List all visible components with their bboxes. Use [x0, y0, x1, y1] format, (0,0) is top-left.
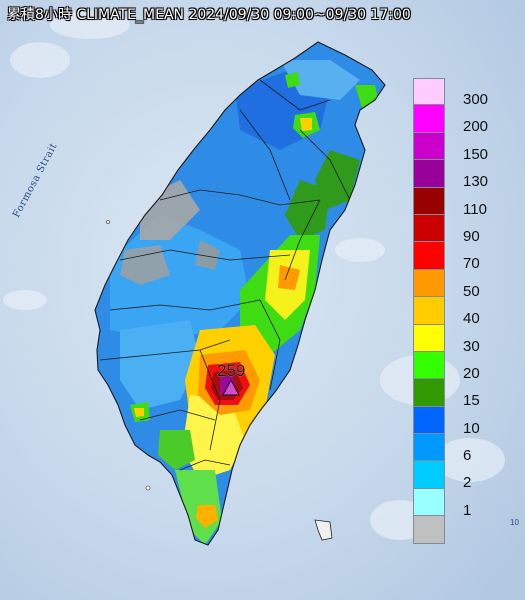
legend-swatch: [413, 488, 445, 517]
taiwan-outline: [94, 41, 386, 546]
legend-item: 20: [413, 351, 503, 382]
legend-item: 200: [413, 105, 503, 136]
legend-swatch: [413, 269, 445, 298]
legend-label: 200: [463, 118, 489, 136]
county-boundaries: [99, 79, 351, 471]
corner-label: 10: [510, 518, 519, 527]
legend-item: 30: [413, 324, 503, 355]
legend-item: 10: [413, 406, 503, 437]
legend-label: 50: [463, 282, 480, 300]
legend-swatch: [413, 214, 445, 243]
max-rainfall-label: 259: [217, 361, 246, 380]
legend-swatch: [413, 160, 445, 188]
legend-label: 130: [463, 173, 489, 191]
legend-item: 300: [413, 78, 503, 108]
legend-label: 150: [463, 145, 489, 163]
legend-label: 110: [463, 200, 487, 218]
legend-label: 70: [463, 255, 480, 273]
legend-label: 6: [463, 447, 472, 465]
legend-swatch: [413, 78, 445, 106]
rainfall-fill: [95, 42, 385, 545]
legend-item: 2: [413, 461, 503, 492]
legend-label: 10: [463, 419, 480, 437]
legend-swatch: [413, 516, 445, 544]
legend-swatch: [413, 406, 445, 435]
legend-label: 30: [463, 337, 480, 355]
legend-item: 70: [413, 242, 503, 273]
legend-label: 15: [463, 392, 480, 410]
legend-item: 40: [413, 297, 503, 328]
legend-item: 90: [413, 214, 503, 245]
legend-label: 1: [463, 501, 472, 519]
legend-label: 20: [463, 364, 480, 382]
rainfall-legend: 300 200 150 130 110 90 70 50 40 30 20 15 10 6 2 1: [413, 78, 503, 544]
legend-swatch: [413, 187, 445, 215]
legend-label: 2: [463, 474, 472, 492]
legend-swatch: [413, 379, 445, 407]
legend-item: 110: [413, 187, 503, 218]
legend-item: 15: [413, 379, 503, 410]
legend-swatch: [413, 297, 445, 325]
legend-swatch: [413, 461, 445, 489]
legend-label: 90: [463, 227, 480, 245]
legend-label: 300: [463, 91, 489, 108]
legend-item: 50: [413, 269, 503, 300]
legend-swatch: [413, 242, 445, 270]
legend-item: 1: [413, 488, 503, 519]
legend-item: 150: [413, 132, 503, 163]
legend-swatch: [413, 351, 445, 380]
legend-item: 130: [413, 160, 503, 191]
small-islets: [106, 220, 333, 541]
legend-item: [413, 516, 503, 544]
legend-label: 40: [463, 310, 480, 328]
legend-swatch: [413, 324, 445, 352]
legend-swatch: [413, 434, 445, 462]
legend-swatch: [413, 105, 445, 133]
max-rainfall-marker-icon: [222, 378, 240, 396]
map-title: 累積8小時 CLIMATE_MEAN 2024/09/30 09:00~09/3…: [7, 7, 411, 23]
legend-item: 6: [413, 434, 503, 465]
legend-swatch: [413, 132, 445, 161]
